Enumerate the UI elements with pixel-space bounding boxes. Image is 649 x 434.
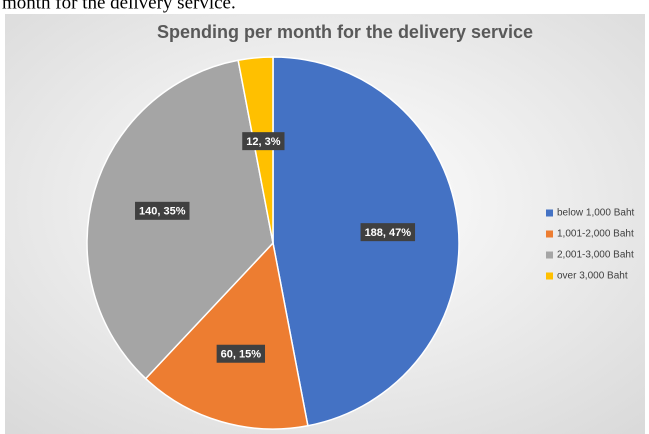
data-label-text: 60, 15% [221,349,262,361]
legend: below 1,000 Baht 1,001-2,000 Baht 2,001-3,… [546,208,635,282]
pie [86,56,460,430]
data-label-box [360,223,416,242]
data-label-text: 140, 35% [139,206,186,218]
data-label: 12, 3% [242,132,285,151]
context-text: month for the delivery service. [2,0,236,13]
data-label-box [242,132,285,151]
legend-swatch [546,251,553,259]
legend-label: over 3,000 Baht [557,271,628,282]
data-label-box [216,344,266,363]
data-label: 188, 47% [360,223,416,242]
pie-slice [144,241,309,430]
data-label-text: 188, 47% [365,227,412,239]
legend-swatch [546,272,553,280]
legend-label: 2,001-3,000 Baht [557,250,634,261]
chart-title: Spending per month for the delivery serv… [157,22,533,42]
legend-swatch [546,230,553,238]
data-label-box [135,201,190,220]
data-labels: 188, 47% 60, 15% 140, 35% 12, 3% [135,132,416,363]
legend-label: 1,001-2,000 Baht [557,229,634,240]
data-label: 60, 15% [216,344,266,363]
legend-label: below 1,000 Baht [557,208,635,219]
data-label: 140, 35% [135,201,190,220]
legend-swatch [546,209,553,217]
pie-slice [272,56,460,427]
data-label-text: 12, 3% [246,136,280,148]
